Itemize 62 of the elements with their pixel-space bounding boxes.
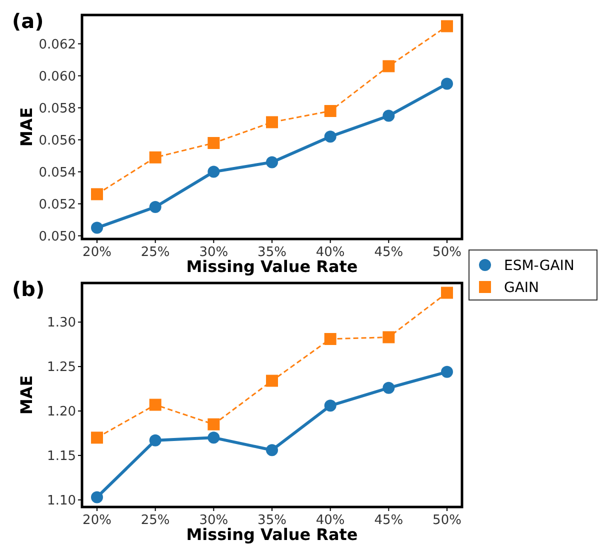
chart-title: (a) (12, 9, 44, 33)
point (382, 60, 395, 72)
point (149, 398, 162, 411)
point (441, 366, 453, 378)
point (266, 116, 278, 128)
point (324, 333, 336, 345)
point (208, 432, 220, 444)
y-tick-label: 1.25 (47, 360, 76, 376)
y-tick-label: 0.058 (38, 101, 76, 116)
point (149, 434, 162, 446)
point (266, 156, 278, 168)
legend-label: GAIN (504, 280, 540, 296)
x-tick-label: 45% (374, 245, 404, 260)
x-tick-label: 35% (258, 245, 286, 260)
point (91, 491, 103, 504)
y-tick-label: 0.052 (38, 197, 76, 212)
x-tick-label: 40% (316, 245, 345, 260)
y-tick-label: 1.10 (47, 493, 76, 508)
point (91, 188, 103, 200)
point (441, 78, 453, 90)
x-tick-label: 50% (432, 245, 462, 260)
x-tick-label: 20% (82, 245, 112, 260)
point (382, 382, 395, 394)
point (441, 20, 453, 32)
x-tick-label: 25% (140, 513, 170, 528)
x-tick-label: 50% (432, 513, 462, 528)
point (149, 201, 162, 213)
y-tick-label: 1.15 (47, 448, 76, 464)
legend-label: ESM-GAIN (504, 258, 574, 274)
x-axis-title: Missing Value Rate (186, 525, 358, 544)
point (208, 418, 220, 430)
point (91, 432, 103, 444)
y-axis-title: MAE (17, 375, 36, 415)
y-tick-label: 0.054 (38, 165, 76, 180)
point (266, 444, 278, 456)
point (382, 331, 395, 344)
y-tick-label: 1.30 (47, 316, 76, 331)
x-tick-label: 45% (374, 513, 404, 528)
y-axis-title: MAE (17, 107, 36, 147)
x-tick-label: 30% (199, 513, 228, 528)
x-tick-label: 25% (140, 245, 170, 260)
point (266, 374, 278, 387)
y-tick-label: 0.050 (38, 229, 76, 244)
chart-title: (b) (12, 277, 45, 301)
x-tick-label: 20% (82, 513, 112, 528)
point (324, 130, 336, 143)
point (324, 400, 336, 412)
y-tick-label: 0.060 (38, 69, 76, 84)
x-tick-label: 30% (199, 245, 228, 260)
point (208, 166, 220, 178)
x-tick-label: 35% (258, 513, 286, 528)
point (91, 222, 103, 234)
x-axis-title: Missing Value Rate (186, 257, 358, 276)
point (441, 286, 453, 299)
y-tick-label: 0.062 (38, 37, 76, 52)
point (208, 137, 220, 149)
point (149, 151, 162, 164)
y-tick-label: 0.056 (38, 133, 76, 148)
point (382, 110, 395, 122)
y-tick-label: 1.20 (47, 404, 76, 420)
point (324, 105, 336, 117)
x-tick-label: 40% (316, 513, 345, 528)
